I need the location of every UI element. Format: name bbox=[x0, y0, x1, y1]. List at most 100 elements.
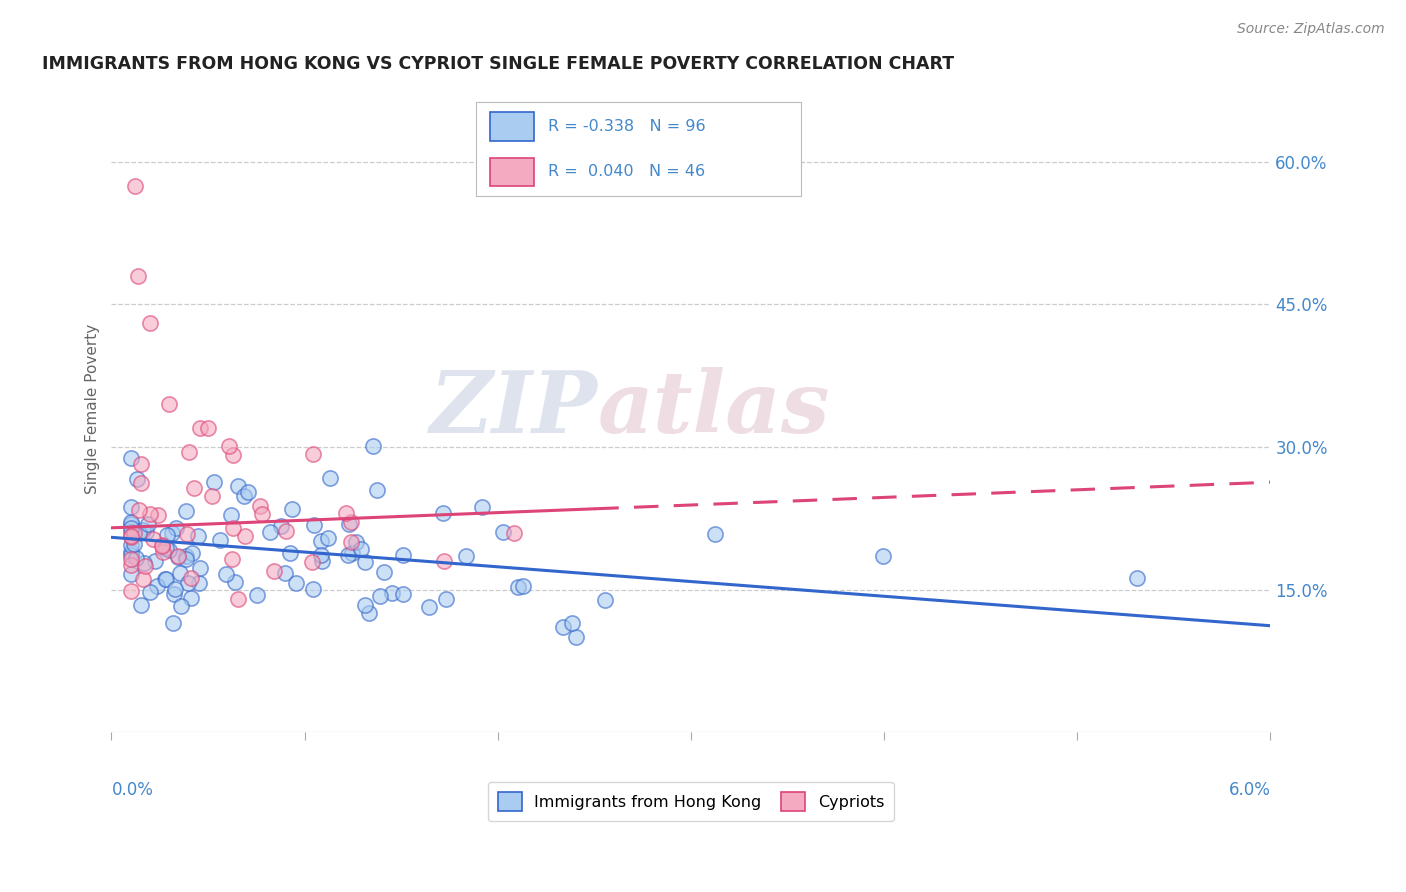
Point bbox=[337, 548, 360, 562]
Text: atlas: atlas bbox=[598, 368, 831, 450]
Point bbox=[190, 561, 212, 575]
Text: 0.0%: 0.0% bbox=[111, 780, 153, 798]
Point bbox=[215, 566, 238, 581]
Point bbox=[120, 521, 142, 535]
Point bbox=[232, 489, 254, 503]
Point bbox=[335, 506, 357, 520]
Point bbox=[226, 592, 249, 607]
Legend: Immigrants from Hong Kong, Cypriots: Immigrants from Hong Kong, Cypriots bbox=[488, 782, 894, 821]
Point bbox=[177, 444, 200, 458]
Point bbox=[340, 515, 363, 529]
Point bbox=[155, 541, 177, 555]
Point bbox=[361, 440, 384, 454]
Point bbox=[281, 502, 304, 516]
Point bbox=[218, 439, 240, 453]
Point bbox=[176, 526, 198, 541]
Text: R = -0.338   N = 96: R = -0.338 N = 96 bbox=[548, 119, 706, 134]
Point bbox=[301, 555, 323, 569]
Point bbox=[492, 524, 515, 539]
Point bbox=[181, 545, 204, 559]
Point bbox=[512, 579, 534, 593]
Point bbox=[337, 516, 360, 531]
Point bbox=[131, 476, 153, 491]
Point bbox=[127, 472, 149, 486]
Point bbox=[132, 556, 155, 570]
Point bbox=[354, 555, 377, 569]
Point bbox=[132, 523, 155, 537]
Point bbox=[120, 583, 142, 598]
Point bbox=[135, 524, 157, 539]
Point bbox=[188, 576, 211, 591]
Point bbox=[174, 549, 197, 563]
Point bbox=[157, 543, 180, 558]
Point bbox=[391, 548, 413, 562]
Point bbox=[183, 481, 205, 495]
Text: ZIP: ZIP bbox=[430, 368, 598, 450]
Point bbox=[221, 508, 243, 522]
Point bbox=[434, 591, 457, 606]
Point bbox=[120, 516, 142, 531]
Point bbox=[165, 520, 187, 534]
Point bbox=[134, 559, 156, 574]
FancyBboxPatch shape bbox=[491, 112, 534, 141]
Point bbox=[188, 421, 211, 435]
Point bbox=[120, 538, 142, 552]
Point bbox=[551, 620, 574, 634]
Text: R =  0.040   N = 46: R = 0.040 N = 46 bbox=[548, 164, 706, 179]
Point bbox=[1126, 571, 1149, 585]
Point bbox=[561, 615, 583, 630]
Point bbox=[456, 549, 478, 563]
Point bbox=[274, 566, 297, 581]
Point bbox=[129, 457, 152, 471]
Text: 6.0%: 6.0% bbox=[1229, 780, 1271, 798]
Point bbox=[309, 549, 332, 563]
Point bbox=[176, 504, 198, 518]
Point bbox=[350, 542, 373, 557]
Point bbox=[125, 550, 148, 565]
Point bbox=[285, 575, 308, 590]
Point bbox=[142, 533, 165, 547]
Point bbox=[433, 554, 456, 568]
Point bbox=[124, 525, 146, 540]
Point bbox=[128, 526, 150, 541]
Point bbox=[381, 586, 404, 600]
Point bbox=[127, 268, 149, 283]
Point bbox=[270, 519, 292, 533]
Point bbox=[122, 536, 145, 550]
Point bbox=[366, 483, 388, 498]
Point bbox=[302, 517, 325, 532]
Point bbox=[249, 500, 271, 514]
Point bbox=[124, 178, 146, 193]
Point bbox=[146, 579, 169, 593]
Point bbox=[503, 526, 526, 541]
Point bbox=[274, 524, 297, 538]
Point bbox=[224, 574, 246, 589]
Point bbox=[155, 572, 177, 586]
Point bbox=[373, 566, 395, 580]
Point bbox=[593, 592, 616, 607]
Point bbox=[170, 599, 193, 614]
Point bbox=[120, 567, 142, 582]
Point bbox=[259, 525, 281, 540]
Point bbox=[174, 551, 197, 566]
Point bbox=[150, 538, 173, 552]
Point bbox=[703, 527, 725, 541]
Point bbox=[221, 521, 243, 535]
Point bbox=[187, 528, 209, 542]
Point bbox=[508, 580, 530, 594]
Point bbox=[222, 448, 245, 462]
Point bbox=[120, 551, 142, 566]
Point bbox=[233, 529, 256, 543]
Point bbox=[301, 446, 323, 460]
Point bbox=[432, 506, 454, 520]
Point bbox=[163, 582, 186, 596]
Point bbox=[169, 566, 191, 581]
Point bbox=[120, 529, 142, 543]
Point bbox=[391, 587, 413, 601]
Point bbox=[278, 545, 301, 559]
Point bbox=[471, 500, 494, 515]
Point bbox=[344, 535, 367, 549]
Point bbox=[316, 531, 339, 545]
Point bbox=[202, 475, 225, 490]
Point bbox=[139, 585, 162, 599]
